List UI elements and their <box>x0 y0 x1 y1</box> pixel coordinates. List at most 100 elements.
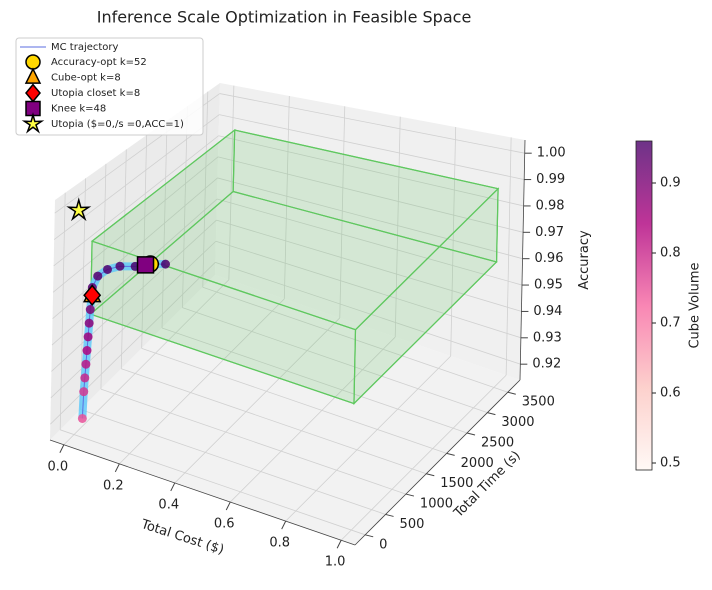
tick-mark <box>385 513 394 517</box>
pane-back <box>215 83 525 380</box>
y-tick-label: 500 <box>400 517 425 532</box>
z-tick-label: 1.00 <box>537 146 566 161</box>
grid-line <box>215 261 521 365</box>
trajectory-point <box>103 264 113 274</box>
tick-mark <box>446 452 455 456</box>
y-tick-label: 3000 <box>501 415 534 430</box>
grid-line <box>215 240 521 339</box>
grid-line <box>100 388 407 495</box>
z-tick-label: 0.92 <box>532 357 561 372</box>
tick-mark <box>507 391 516 395</box>
tick-mark <box>225 501 231 511</box>
tick-mark <box>336 540 342 549</box>
z-axis-label: Accuracy <box>577 230 592 290</box>
tick-mark <box>426 473 435 477</box>
pane-left <box>50 83 220 440</box>
grid-line <box>50 262 216 425</box>
grid-line <box>50 240 217 399</box>
chart-title: Inference Scale Optimization in Feasible… <box>97 8 472 27</box>
grid-line <box>450 127 457 357</box>
grid-line <box>51 219 217 372</box>
legend-label: Knee k=48 <box>51 104 106 115</box>
grid-line <box>285 355 451 522</box>
trajectory-point <box>84 318 94 328</box>
tick-mark <box>170 482 176 492</box>
grid-line <box>174 317 341 484</box>
grid-line <box>216 219 522 312</box>
legend-label: Utopia closet k=8 <box>51 88 140 99</box>
trajectory-point <box>161 259 171 269</box>
grid-line <box>53 135 219 267</box>
y-tick-label: 1500 <box>440 476 473 491</box>
x-tick-label: 0.8 <box>269 536 290 551</box>
z-tick-label: 0.97 <box>535 225 564 240</box>
z-tick-label: 0.98 <box>536 198 565 213</box>
colorbar-tick-label: 0.9 <box>660 176 681 191</box>
marker <box>83 284 102 307</box>
legend-label: Cube-opt k=8 <box>51 73 121 84</box>
axis-line <box>354 379 521 546</box>
grid-line <box>60 429 366 536</box>
tick-mark <box>59 444 65 453</box>
z-tick-label: 0.94 <box>533 304 562 319</box>
legend: MC trajectory Accuracy-opt k=52 Cube-opt k… <box>15 37 204 136</box>
trajectory-point <box>85 305 95 315</box>
grid-line <box>340 374 507 541</box>
marker <box>24 67 42 84</box>
y-tick-label: 0 <box>379 537 387 552</box>
y-tick-label: 1000 <box>420 497 453 512</box>
grid-line <box>161 327 468 434</box>
marker <box>25 100 41 117</box>
grid-line <box>219 93 525 154</box>
grid-line <box>229 336 396 503</box>
grid-line <box>51 198 218 346</box>
grid-line <box>52 156 219 293</box>
tick-mark <box>114 463 120 473</box>
colorbar-tick-label: 0.8 <box>660 246 681 261</box>
tick-mark <box>466 432 476 436</box>
legend-label: MC trajectory <box>51 42 119 53</box>
tick-mark <box>487 412 496 416</box>
marker <box>66 197 92 222</box>
pane-bottom <box>50 275 520 545</box>
z-tick-label: 0.95 <box>534 278 563 293</box>
grid-line <box>216 198 523 286</box>
grid-line <box>218 135 524 207</box>
tick-mark <box>365 534 374 538</box>
colorbar <box>635 140 653 471</box>
z-tick-label: 0.99 <box>536 172 565 187</box>
trajectory-point <box>80 373 90 383</box>
trajectory-point <box>93 271 103 281</box>
feasible-face <box>90 129 500 331</box>
x-tick-label: 0.6 <box>214 517 235 532</box>
marker <box>136 256 155 274</box>
grid-line <box>217 177 523 260</box>
axis-line <box>519 139 526 381</box>
z-tick-label: 0.96 <box>535 251 564 266</box>
y-tick-label: 2500 <box>481 435 514 450</box>
grid-line <box>63 279 230 446</box>
x-tick-label: 0.0 <box>48 459 69 474</box>
grid-line <box>141 347 447 454</box>
marker <box>25 54 41 70</box>
colorbar-label: Cube Volume <box>688 262 703 348</box>
grid-line <box>121 368 427 475</box>
grid-line <box>80 409 386 515</box>
colorbar-tick-label: 0.7 <box>660 316 681 331</box>
axis-line <box>49 439 356 546</box>
colorbar-tick-label: 0.5 <box>660 456 681 471</box>
trajectory-point <box>81 359 91 369</box>
trajectory-point <box>83 332 93 342</box>
grid-line <box>505 137 512 376</box>
y-tick-label: 3500 <box>522 395 555 410</box>
grid-line <box>219 114 525 180</box>
grid-line <box>52 177 218 319</box>
x-tick-label: 1.0 <box>325 555 346 570</box>
colorbar-tick-label: 0.6 <box>660 386 681 401</box>
legend-box <box>15 37 204 136</box>
trajectory-point <box>77 413 87 423</box>
marker <box>21 112 45 134</box>
grid-line <box>217 156 524 233</box>
z-tick-label: 0.93 <box>533 330 562 345</box>
